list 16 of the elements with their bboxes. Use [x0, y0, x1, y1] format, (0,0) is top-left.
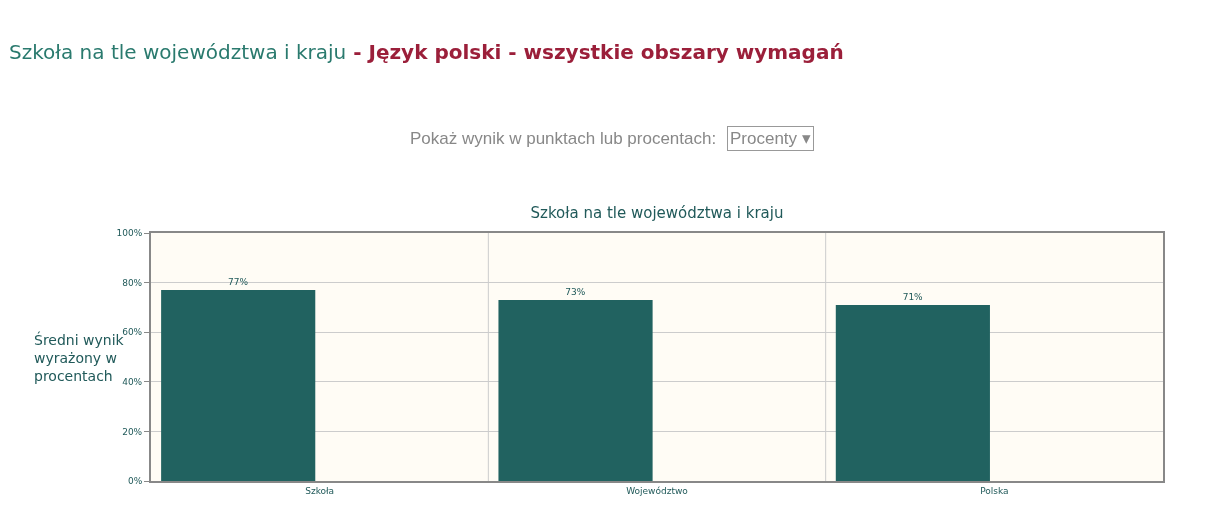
data-label: 73%	[565, 286, 586, 297]
y-tick-label: 80%	[122, 277, 143, 288]
y-tick-label: 100%	[116, 228, 143, 239]
y-tick-label: 20%	[122, 426, 143, 437]
x-tick-label: Polska	[980, 485, 1009, 496]
data-label: 77%	[227, 277, 249, 288]
y-tick-label: 0%	[127, 476, 143, 487]
text: Szkoła na tle województwa i kraju	[9, 40, 347, 64]
data-label: 71%	[902, 291, 924, 302]
x-tick-label: Szkoła	[305, 485, 335, 496]
text: Pokaż wynik w punktach lub procentach:	[410, 129, 717, 148]
y-tick-label: 60%	[122, 327, 143, 338]
x-tick-label: Województwo	[626, 485, 689, 496]
chart-title: Szkoła na tle województwa i kraju	[530, 204, 784, 223]
text: - Język polski - wszystkie obszary wymagań	[346, 40, 844, 64]
text: Procenty ▾	[730, 129, 811, 148]
